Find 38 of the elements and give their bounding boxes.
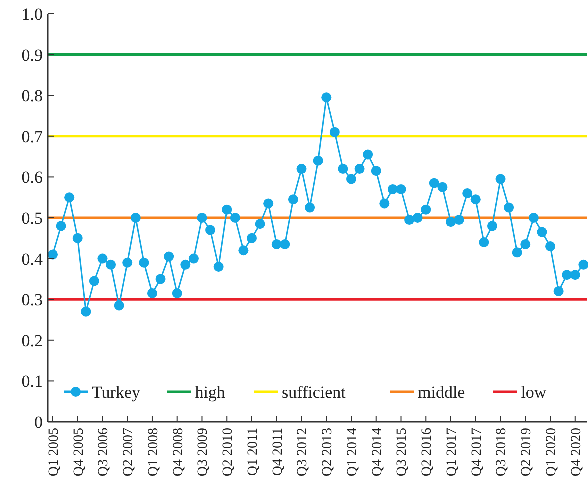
y-tick-label: 0.9 <box>22 46 43 65</box>
x-tick-label: Q1 2020 <box>544 428 560 477</box>
y-tick-label: 1.0 <box>22 4 43 24</box>
x-tick-label: Q3 2018 <box>494 428 510 477</box>
y-tick-label: 0.7 <box>22 127 44 146</box>
x-tick-label: Q3 2009 <box>196 428 212 477</box>
x-tick-label: Q4 2008 <box>171 428 186 477</box>
legend-label: high <box>195 382 226 402</box>
y-tick-label: 0.4 <box>22 250 44 269</box>
x-tick-label: Q2 2010 <box>221 428 236 477</box>
x-tick-label: Q1 2011 <box>246 428 261 476</box>
y-tick-label: 0.6 <box>22 168 43 188</box>
x-tick-label: Q2 2007 <box>122 428 137 477</box>
x-tick-label: Q2 2013 <box>320 428 336 477</box>
y-tick-label: 0.1 <box>22 372 43 392</box>
x-tick-label: Q1 2005 <box>46 428 62 477</box>
x-tick-label: Q4 2017 <box>470 428 485 477</box>
x-tick-label: Q2 2019 <box>520 428 535 477</box>
legend-label: Turkey <box>92 382 141 402</box>
x-tick-label: Q4 2014 <box>370 428 386 477</box>
y-tick-label: 0 <box>34 412 43 432</box>
x-tick-label: Q3 2015 <box>395 428 410 477</box>
y-tick-label: 0.3 <box>22 290 43 310</box>
y-tick-label: 0.8 <box>22 86 43 106</box>
y-tick-label: 0.2 <box>22 331 43 350</box>
x-tick-label: Q1 2008 <box>146 428 162 477</box>
x-tick-label: Q4 2020 <box>569 428 584 477</box>
x-tick-label: Q2 2016 <box>420 428 436 477</box>
x-tick-label: Q3 2006 <box>96 428 112 477</box>
x-tick-label: Q4 2011 <box>270 428 286 476</box>
legend-label: sufficient <box>282 382 346 402</box>
x-tick-label: Q1 2017 <box>444 428 460 477</box>
legend-label: low <box>521 382 548 402</box>
y-tick-label: 0.5 <box>22 208 43 228</box>
x-tick-label: Q4 2005 <box>72 428 87 477</box>
legend-label: middle <box>418 382 466 402</box>
x-tick-label: Q3 2012 <box>296 428 311 477</box>
x-tick-label: Q1 2014 <box>345 428 360 477</box>
